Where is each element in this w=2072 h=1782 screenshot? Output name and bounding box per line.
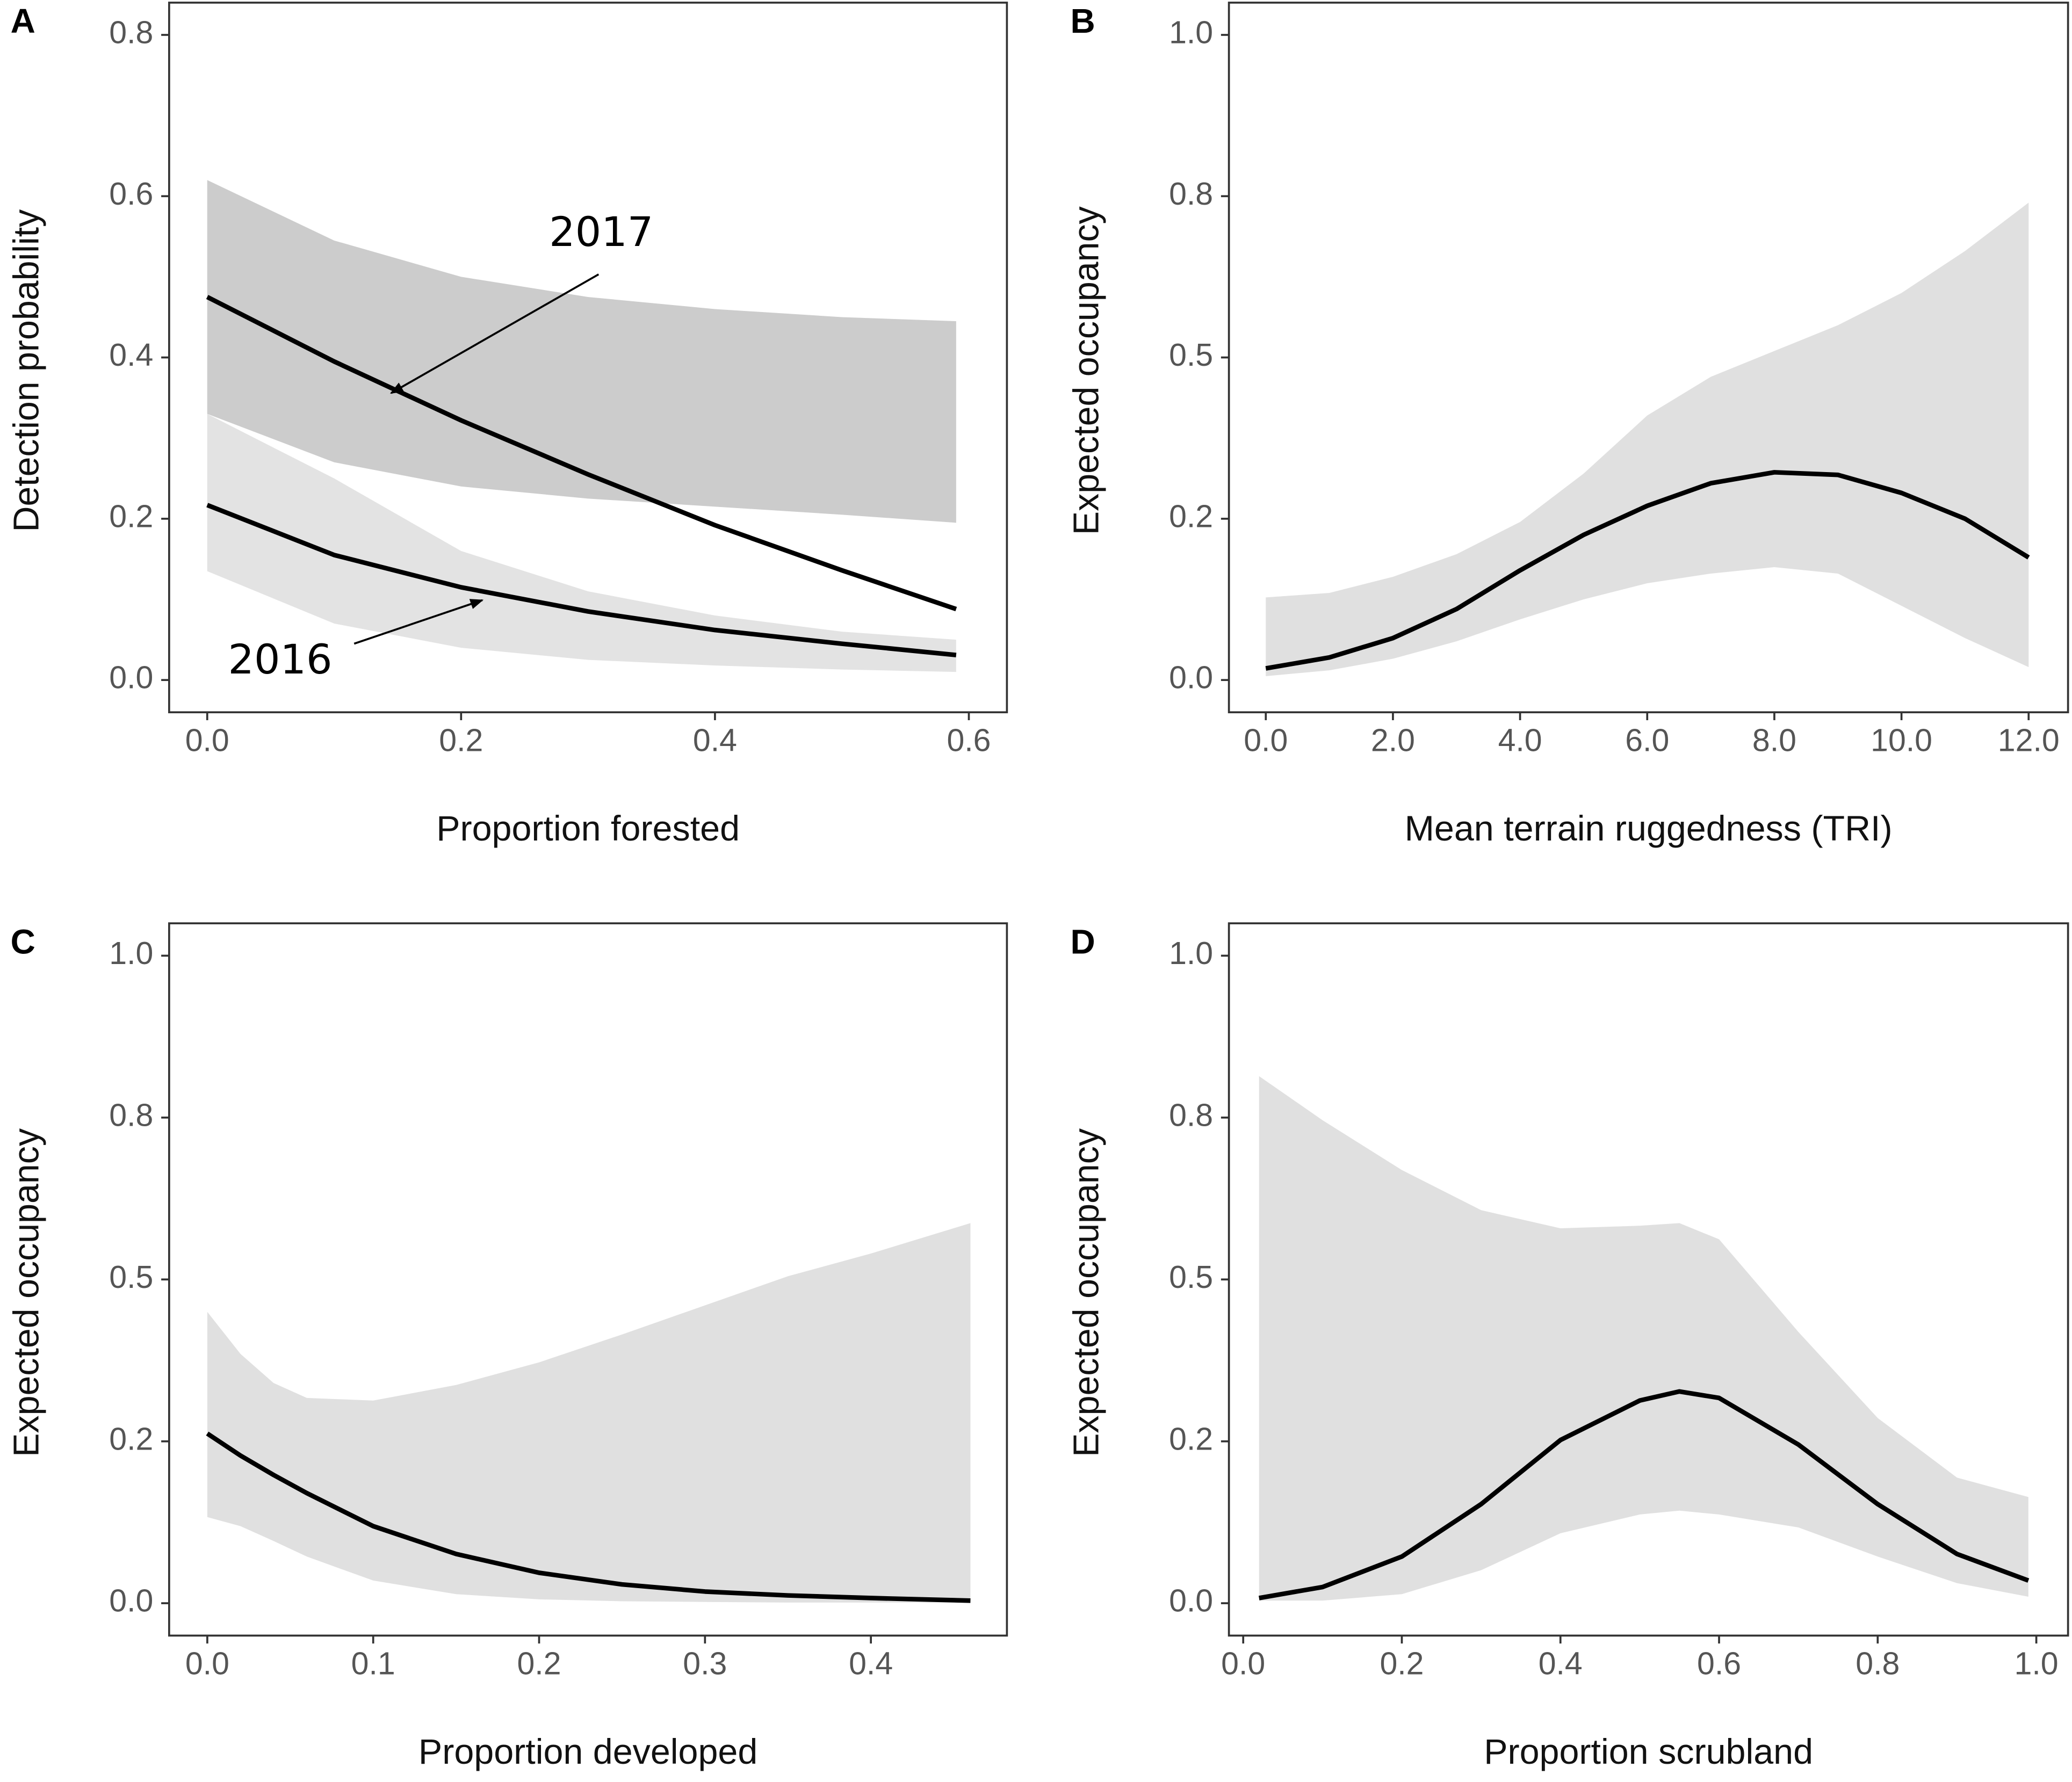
- x-tick-label: 6.0: [1625, 723, 1669, 758]
- panel-label: C: [11, 922, 35, 961]
- series-annotation: 2016: [228, 635, 332, 683]
- line: [1258, 1389, 2030, 1600]
- annotation-arrow: [389, 273, 600, 394]
- annotation-arrow: [353, 599, 484, 645]
- y-tick-label: 0.5: [1169, 1260, 1213, 1295]
- plot-frame: [1228, 922, 2069, 1637]
- y-tick-label: 0.4: [109, 338, 153, 373]
- confidence-band: [207, 180, 956, 523]
- y-tick-label: 0.2: [109, 1422, 153, 1457]
- x-tick-label: 0.4: [1539, 1646, 1583, 1681]
- y-tick-label: 0.8: [109, 16, 153, 50]
- x-tick-label: 2.0: [1371, 723, 1415, 758]
- x-tick-label: 0.0: [185, 1646, 229, 1681]
- x-tick-label: 0.8: [1856, 1646, 1900, 1681]
- y-axis-label: Detection probability: [7, 209, 47, 532]
- confidence-band: [207, 1223, 971, 1603]
- x-tick-label: 0.2: [439, 723, 483, 758]
- x-tick-label: 0.1: [351, 1646, 395, 1681]
- x-tick-label: 8.0: [1752, 723, 1796, 758]
- y-tick-label: 0.2: [1169, 1422, 1213, 1457]
- y-tick-label: 1.0: [1169, 936, 1213, 971]
- x-tick-label: 0.6: [947, 723, 991, 758]
- y-tick-label: 1.0: [109, 936, 153, 971]
- confidence-band: [207, 414, 956, 672]
- x-axis-label: Mean terrain ruggedness (TRI): [1405, 809, 1893, 849]
- x-tick-label: 4.0: [1498, 723, 1542, 758]
- y-tick-label: 0.0: [109, 1584, 153, 1619]
- panel: 0.0 0.2 0.5 0.8 1.0 0.0 0.1 0.2 0.3 0.4 Proportion…: [7, 922, 1008, 1772]
- y-tick-label: 0.2: [1169, 499, 1213, 534]
- y-tick-label: 0.0: [1169, 661, 1213, 696]
- y-tick-label: 0.0: [1169, 1584, 1213, 1619]
- y-axis-label: Expected occupancy: [7, 1128, 47, 1457]
- confidence-band: [1266, 202, 2029, 676]
- y-tick-label: 0.5: [1169, 338, 1213, 373]
- x-tick-label: 0.6: [1697, 1646, 1741, 1681]
- panel-label: B: [1070, 2, 1095, 40]
- x-tick-label: 0.2: [1380, 1646, 1424, 1681]
- panel-label: A: [11, 2, 35, 40]
- x-tick-label: 12.0: [1998, 723, 2060, 758]
- x-axis-label: Proportion developed: [418, 1732, 757, 1772]
- y-tick-label: 0.0: [109, 661, 153, 696]
- x-tick-label: 0.0: [1244, 723, 1288, 758]
- x-axis-label: Proportion forested: [436, 809, 740, 849]
- series-annotation: 2017: [549, 208, 653, 256]
- x-tick-label: 0.0: [185, 723, 229, 758]
- y-tick-label: 0.8: [1169, 177, 1213, 212]
- y-tick-label: 1.0: [1169, 16, 1213, 50]
- plot-frame: [1228, 2, 2069, 714]
- x-tick-label: 0.0: [1221, 1646, 1265, 1681]
- x-tick-label: 0.4: [849, 1646, 893, 1681]
- line: [206, 503, 957, 657]
- x-tick-label: 1.0: [2015, 1646, 2059, 1681]
- line: [1265, 470, 2030, 671]
- line: [206, 1431, 971, 1603]
- x-tick-label: 10.0: [1871, 723, 1932, 758]
- panel: 2017 2016 0.0 0.2 0.4 0.6 0.8 0.0 0.2 0.4 0.6 Propo…: [7, 2, 1008, 849]
- y-tick-label: 0.8: [109, 1098, 153, 1133]
- confidence-band: [1259, 1076, 2028, 1601]
- y-axis-label: Expected occupancy: [1066, 1128, 1106, 1457]
- y-tick-label: 0.6: [109, 177, 153, 212]
- x-axis-label: Proportion scrubland: [1484, 1732, 1813, 1772]
- x-tick-label: 0.4: [693, 723, 737, 758]
- panel: 0.0 0.2 0.5 0.8 1.0 0.0 2.0 4.0 6.0 8.0 10.0 12.0 Me…: [1066, 2, 2069, 849]
- x-tick-label: 0.2: [517, 1646, 561, 1681]
- x-tick-label: 0.3: [683, 1646, 727, 1681]
- panel-label: D: [1070, 922, 1095, 961]
- panel: 0.0 0.2 0.5 0.8 1.0 0.0 0.2 0.4 0.6 0.8 1.0 Proport…: [1066, 922, 2069, 1772]
- y-tick-label: 0.5: [109, 1260, 153, 1295]
- y-axis-label: Expected occupancy: [1066, 206, 1106, 535]
- line: [206, 295, 957, 612]
- y-tick-label: 0.8: [1169, 1098, 1213, 1133]
- y-tick-label: 0.2: [109, 499, 153, 534]
